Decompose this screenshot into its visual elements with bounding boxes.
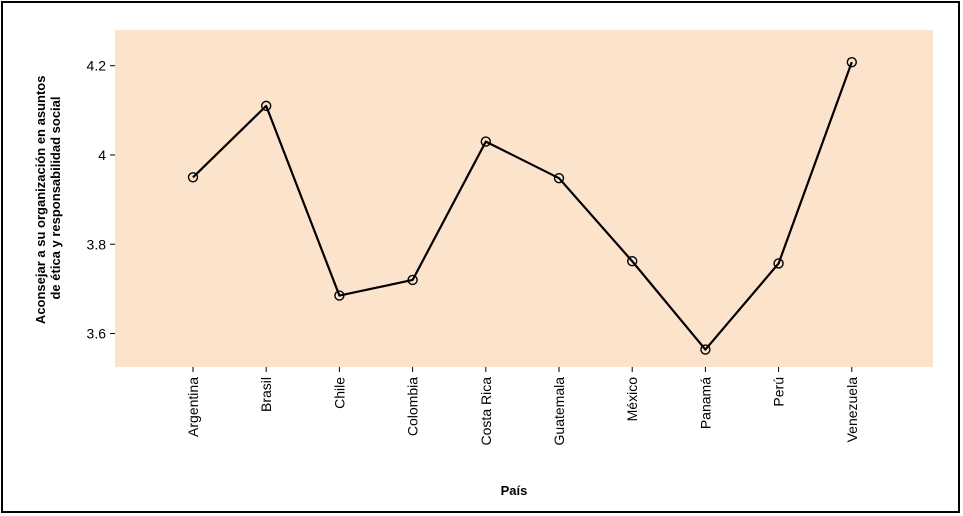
y-tick-label: 4.2	[87, 58, 107, 74]
y-axis-title: Aconsejar a su organización en asuntos d…	[33, 72, 63, 324]
data-point	[187, 172, 199, 183]
x-tick-label: Venezuela	[844, 377, 860, 443]
x-axis-title: País	[501, 483, 528, 498]
data-point	[846, 56, 857, 68]
data-point	[553, 172, 565, 184]
x-tick-label: Panamá	[697, 377, 713, 429]
x-axis: Argentina Brasil Chile Colombia Costa Rica Gu…	[185, 367, 860, 445]
x-tick-label: México	[624, 377, 640, 422]
y-tick-label: 3.8	[87, 236, 107, 252]
data-point	[261, 100, 272, 112]
data-point	[407, 274, 418, 286]
x-tick-label: Brasil	[258, 377, 274, 412]
y-tick-label: 4	[98, 147, 106, 163]
x-tick-label: Costa Rica	[478, 377, 494, 446]
x-tick-label: Chile	[331, 377, 347, 409]
data-point	[773, 258, 784, 269]
y-axis-title-line-1: Aconsejar a su organización en asuntos	[33, 76, 48, 325]
y-axis-title-line-2: de ética y responsabilidad social	[48, 96, 63, 299]
data-point	[700, 344, 711, 355]
x-tick-label: Perú	[771, 377, 787, 407]
data-point	[627, 256, 638, 267]
y-axis: 3.6 3.8 4 4.2	[87, 58, 115, 342]
x-tick-label: Colombia	[405, 377, 421, 436]
x-tick-label: Guatemala	[551, 377, 567, 446]
x-tick-label: Argentina	[185, 377, 201, 437]
y-tick-label: 3.6	[87, 326, 107, 342]
data-point	[480, 136, 491, 147]
plot-area	[115, 30, 933, 367]
series-line	[192, 61, 853, 351]
data-point	[334, 290, 345, 301]
data-points	[187, 56, 857, 355]
